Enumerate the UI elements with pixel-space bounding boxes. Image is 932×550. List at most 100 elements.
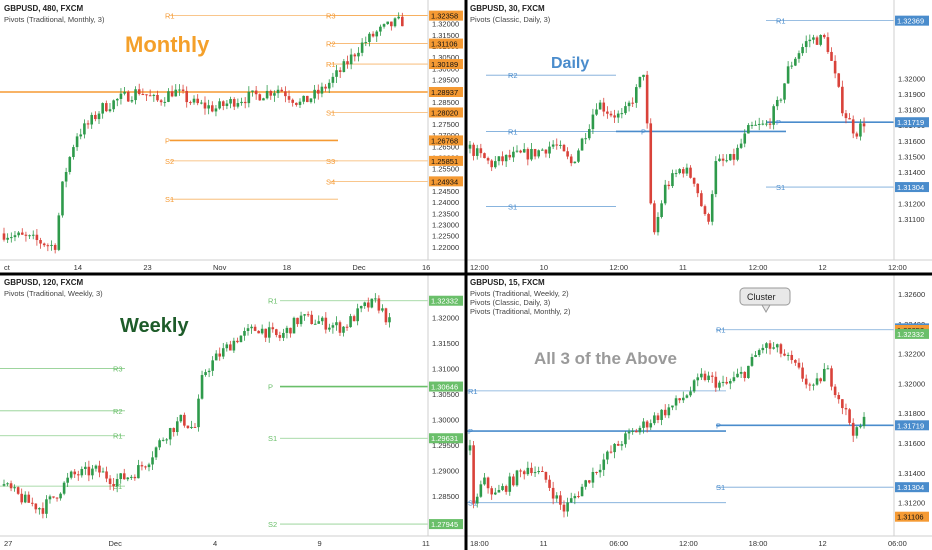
price-tag-label: 1.31719 <box>897 118 924 127</box>
price-tick: 1.31500 <box>432 31 459 40</box>
time-axis[interactable]: 27 Dec 4 9 11 <box>0 535 466 548</box>
candle <box>501 486 504 490</box>
candle <box>725 160 728 162</box>
candle <box>174 89 178 97</box>
chart-panel-monthly[interactable]: R1R3R2R1S1PS2S3S4S11.320001.315001.31000… <box>0 0 466 272</box>
candle <box>320 86 324 94</box>
price-tick: 1.31600 <box>898 137 925 146</box>
candle <box>91 468 94 476</box>
chart-panel-daily[interactable]: R1R2R1PPS1S11.320001.319001.318001.31700… <box>466 0 932 272</box>
candle <box>501 156 504 162</box>
candle <box>167 91 170 102</box>
candle <box>357 52 360 57</box>
candlestick-series[interactable] <box>2 293 391 519</box>
candle <box>137 465 140 479</box>
candle <box>84 466 87 470</box>
price-tag <box>429 519 463 530</box>
indicator-label[interactable]: Pivots (Traditional, Weekly, 2) <box>470 289 569 298</box>
candle <box>794 360 797 363</box>
pivot-label: P <box>268 383 273 392</box>
candle <box>573 496 577 499</box>
candle <box>218 353 222 357</box>
timeframe-title: Daily <box>551 55 589 72</box>
time-axis[interactable]: ct 14 23 Nov 18 Dec 16 <box>0 259 466 272</box>
candle <box>13 487 16 489</box>
candle <box>725 381 728 384</box>
candle <box>779 99 783 101</box>
candlestick-series[interactable] <box>2 12 404 254</box>
pivot-label: S3 <box>326 157 335 166</box>
candle <box>472 445 475 504</box>
chart-panel-all[interactable]: R1R1PPS1S11.326001.324001.322001.320001.… <box>466 274 932 548</box>
price-tick: 1.31000 <box>432 365 459 374</box>
pivot-label: P <box>165 136 170 145</box>
price-tag <box>895 420 929 431</box>
time-axis[interactable]: 12:00 10 12:00 11 12:00 12 12:00 <box>466 259 932 272</box>
candle <box>674 173 678 175</box>
candle <box>815 37 819 45</box>
symbol-header[interactable]: GBPUSD, 120, FXCM <box>4 278 83 287</box>
symbol-header[interactable]: GBPUSD, 30, FXCM <box>470 4 545 13</box>
price-tag-label: 1.31304 <box>897 183 924 192</box>
symbol-header[interactable]: GBPUSD, 480, FXCM <box>4 4 83 13</box>
candle <box>2 233 6 240</box>
candle <box>73 471 77 475</box>
candle <box>790 354 794 361</box>
candle <box>613 115 616 118</box>
pivot-label: S1 <box>165 195 174 204</box>
candlestick-series[interactable] <box>468 32 866 236</box>
candle <box>126 477 130 480</box>
price-tag-label: 1.24934 <box>431 177 458 186</box>
candle <box>494 492 497 495</box>
time-tick: 18 <box>283 263 291 272</box>
candle <box>31 234 35 236</box>
pivot-label: R3 <box>326 12 336 21</box>
indicator-label[interactable]: Pivots (Classic, Daily, 3) <box>470 15 551 24</box>
price-tick: 1.31200 <box>898 199 925 208</box>
candle <box>384 308 388 323</box>
candle <box>17 232 20 236</box>
candle <box>346 61 349 65</box>
indicator-label[interactable]: Pivots (Classic, Daily, 3) <box>470 298 551 307</box>
candle <box>595 109 598 115</box>
candle <box>221 101 225 107</box>
candle <box>240 101 243 104</box>
price-tag <box>429 107 463 118</box>
candle <box>377 298 381 311</box>
candle <box>609 113 613 116</box>
indicator-label[interactable]: Pivots (Traditional, Monthly, 3) <box>4 15 105 24</box>
candle <box>192 98 196 103</box>
price-axis[interactable]: 1.320001.319001.318001.317001.316001.315… <box>893 0 929 260</box>
price-tag <box>429 135 463 146</box>
candle <box>689 391 692 396</box>
candlestick-series[interactable] <box>468 340 866 518</box>
candle <box>718 158 721 162</box>
candle <box>515 470 519 486</box>
candle <box>10 237 13 239</box>
price-axis[interactable]: 1.320001.315001.310001.305001.300001.295… <box>427 0 463 260</box>
chart-panel-weekly[interactable]: R1 R3 P R2 R1 S1 S1 S2 1.32000 1.31500 1.31000 1.30… <box>0 274 466 548</box>
candle <box>382 24 386 27</box>
candle <box>316 89 320 94</box>
indicator-label[interactable]: Pivots (Traditional, Weekly, 3) <box>4 289 103 298</box>
price-axis[interactable]: 1.326001.324001.322001.320001.318001.316… <box>893 274 929 536</box>
candle <box>115 479 119 487</box>
candle <box>559 144 562 146</box>
candle <box>656 216 660 233</box>
candle <box>468 445 472 451</box>
time-axis[interactable]: 18:00 11 06:00 12:00 18:00 12 06:00 <box>466 535 932 548</box>
candle <box>830 51 833 61</box>
candle <box>137 89 141 95</box>
price-tag-label: 1.31106 <box>897 513 924 522</box>
candle <box>562 504 566 512</box>
candle <box>649 423 653 428</box>
price-tick: 1.32000 <box>898 74 925 83</box>
symbol-header[interactable]: GBPUSD, 15, FXCM <box>470 278 545 287</box>
indicator-label[interactable]: Pivots (Traditional, Monthly, 2) <box>470 307 571 316</box>
candle <box>276 89 280 94</box>
candle <box>577 496 580 498</box>
candle <box>175 421 179 433</box>
price-axis[interactable]: 1.320001.315001.310001.305001.300001.295… <box>427 274 463 536</box>
candle <box>486 158 490 161</box>
